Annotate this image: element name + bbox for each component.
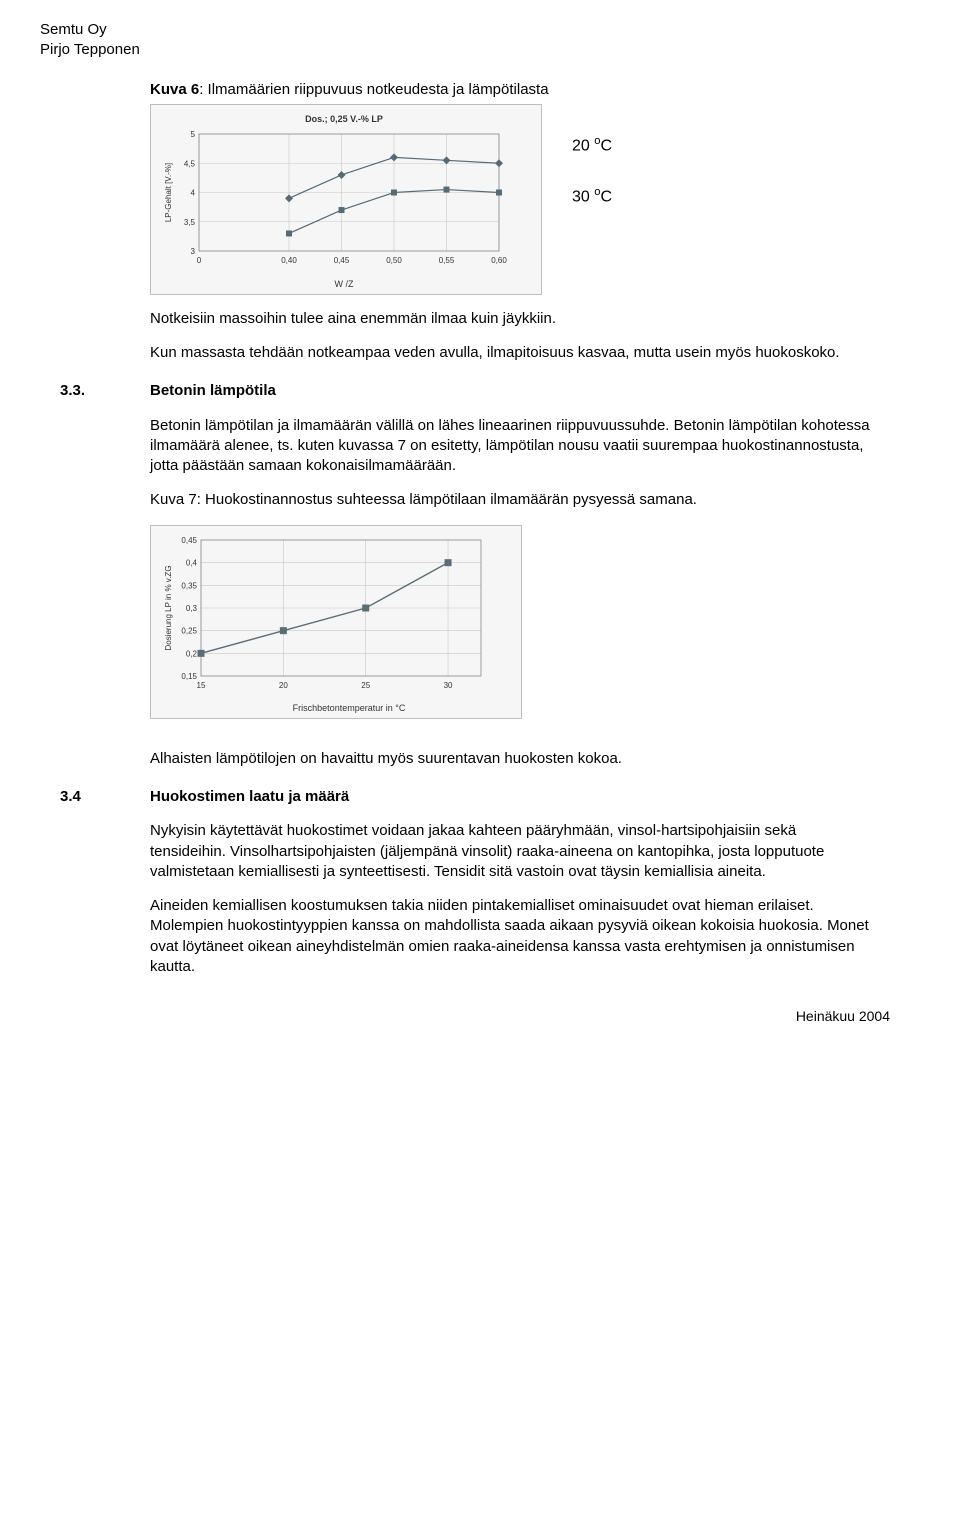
- svg-text:0,3: 0,3: [186, 604, 198, 613]
- svg-text:Dosierung LP in % v.ZG: Dosierung LP in % v.ZG: [164, 565, 173, 650]
- para-3: Betonin lämpötilan ja ilmamäärän välillä…: [150, 416, 870, 477]
- svg-text:15: 15: [197, 681, 206, 690]
- para-4: Kuva 7: Huokostinannostus suhteessa lämp…: [150, 490, 870, 510]
- svg-text:0: 0: [197, 256, 202, 265]
- svg-text:4,5: 4,5: [184, 160, 196, 169]
- svg-text:20: 20: [279, 681, 288, 690]
- svg-text:0,45: 0,45: [334, 256, 350, 265]
- para-2: Kun massasta tehdään notkeampaa veden av…: [150, 343, 870, 363]
- svg-text:0,50: 0,50: [386, 256, 402, 265]
- para-5: Alhaisten lämpötilojen on havaittu myös …: [150, 749, 870, 769]
- annot-20c: 20 oC: [572, 134, 612, 157]
- svg-text:3: 3: [191, 247, 196, 256]
- para-7: Aineiden kemiallisen koostumuksen takia …: [150, 896, 870, 977]
- author: Pirjo Tepponen: [40, 41, 140, 58]
- svg-text:25: 25: [361, 681, 370, 690]
- svg-text:0,2: 0,2: [186, 649, 198, 658]
- svg-text:0,35: 0,35: [181, 581, 197, 590]
- svg-text:0,15: 0,15: [181, 672, 197, 681]
- svg-text:LP-Gehalt [V.-%]: LP-Gehalt [V.-%]: [164, 163, 173, 222]
- doc-header: Semtu Oy Pirjo Tepponen: [40, 20, 140, 61]
- chart7-svg: 0,15 0,2 0,25 0,3 0,35 0,4 0,45 15 20 25 30 Dosieru…: [159, 534, 489, 694]
- svg-text:0,60: 0,60: [491, 256, 507, 265]
- chart7-xlabel: Frischbetontemperatur in °C: [189, 702, 509, 714]
- svg-text:0,45: 0,45: [181, 536, 197, 545]
- chart6-annotations: 20 oC 30 oC: [572, 134, 612, 236]
- sec34-title: Huokostimen laatu ja määrä: [150, 787, 349, 807]
- footer-date: Heinäkuu 2004: [60, 1007, 890, 1026]
- chart6-container: Dos.; 0,25 V.-% LP 3 3,5 4 4,5 5 0 0,40 0,45 0,5…: [150, 104, 542, 295]
- svg-text:4: 4: [191, 189, 196, 198]
- figure6-text: : Ilmamäärien riippuvuus notkeudesta ja …: [199, 81, 548, 98]
- svg-text:5: 5: [191, 130, 196, 139]
- svg-text:0,25: 0,25: [181, 626, 197, 635]
- figure6-title: Kuva 6: Ilmamäärien riippuvuus notkeudes…: [150, 80, 870, 100]
- chart6-svg: 3 3,5 4 4,5 5 0 0,40 0,45 0,50 0,55 0,60 LP-Gehalt …: [159, 129, 509, 269]
- chart6-subtitle: Dos.; 0,25 V.-% LP: [159, 113, 529, 125]
- para-1: Notkeisiin massoihin tulee aina enemmän …: [150, 309, 870, 329]
- svg-text:30: 30: [444, 681, 453, 690]
- svg-text:0,40: 0,40: [281, 256, 297, 265]
- annot-30c: 30 oC: [572, 185, 612, 208]
- figure6-label: Kuva 6: [150, 81, 199, 98]
- sec33-num: 3.3.: [60, 381, 150, 401]
- svg-text:0,55: 0,55: [439, 256, 455, 265]
- sec33-title: Betonin lämpötila: [150, 381, 276, 401]
- sec34-num: 3.4: [60, 787, 150, 807]
- company: Semtu Oy: [40, 21, 107, 38]
- chart7-container: 0,15 0,2 0,25 0,3 0,35 0,4 0,45 15 20 25 30 Dosieru…: [150, 525, 522, 719]
- svg-text:3,5: 3,5: [184, 218, 196, 227]
- para-6: Nykyisin käytettävät huokostimet voidaan…: [150, 821, 870, 882]
- svg-text:0,4: 0,4: [186, 558, 198, 567]
- chart6-xlabel: W /Z: [159, 278, 529, 290]
